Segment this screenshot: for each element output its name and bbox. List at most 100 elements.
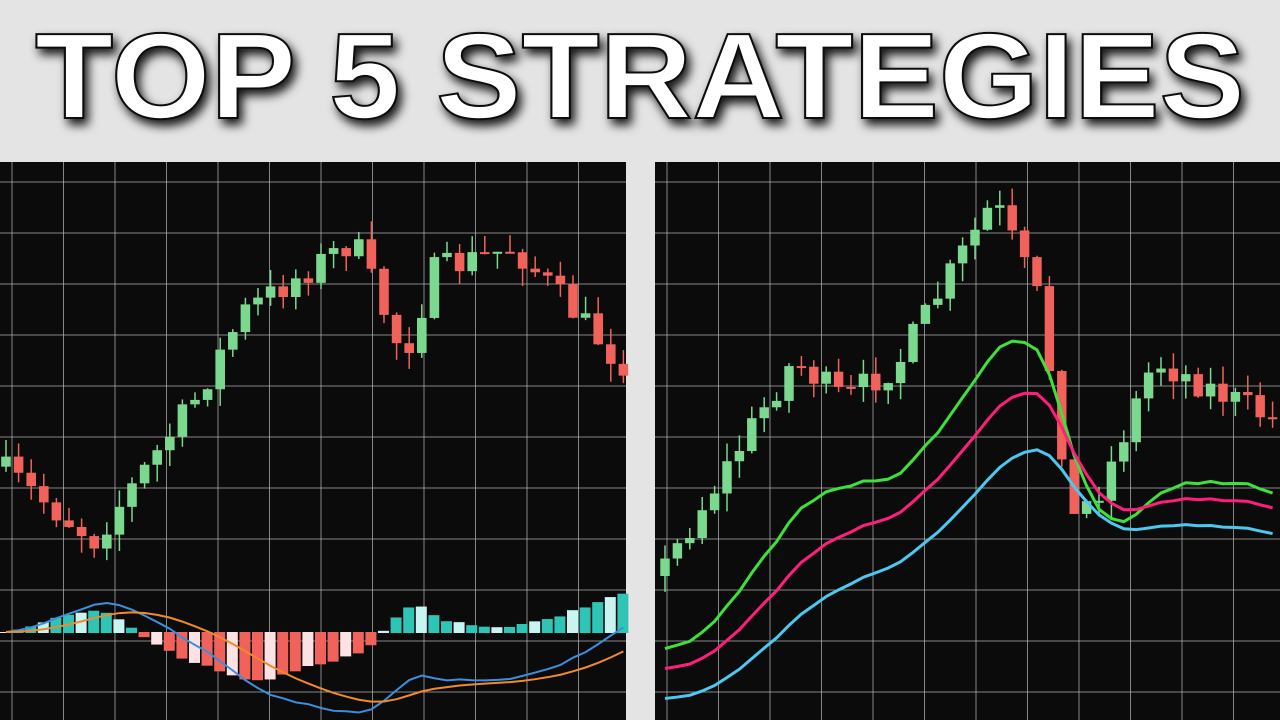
candle-body <box>846 386 856 389</box>
histogram-bar <box>151 632 163 645</box>
candle-body <box>1267 417 1278 420</box>
histogram-bar <box>239 632 251 680</box>
histogram-bar <box>126 627 137 633</box>
histogram-bar <box>579 607 591 633</box>
histogram-bar <box>75 612 87 633</box>
candle-body <box>685 538 695 544</box>
histogram-bar <box>541 619 553 633</box>
candle-body <box>1094 500 1104 503</box>
candle-body <box>672 543 683 559</box>
candle-body <box>253 297 263 305</box>
candle-body <box>366 239 377 269</box>
candle-body <box>660 558 670 576</box>
histogram-bar <box>415 606 427 633</box>
candle-body <box>871 373 881 391</box>
candle-body <box>1156 368 1166 373</box>
candle-body <box>165 436 175 451</box>
candle-body <box>228 332 238 350</box>
candle-body <box>606 344 616 364</box>
histogram-bar <box>365 632 377 646</box>
histogram-bar <box>0 632 11 633</box>
candle-body <box>568 284 578 318</box>
histogram-bar <box>277 632 289 675</box>
histogram-bar <box>50 617 62 633</box>
panel-bg <box>655 162 1280 720</box>
histogram-bar <box>252 632 263 681</box>
candle-body <box>417 317 427 353</box>
candle-body <box>543 272 553 276</box>
candle-body <box>957 245 968 264</box>
candle-body <box>316 253 326 283</box>
histogram-bar <box>466 625 478 633</box>
histogram-bar <box>176 632 188 659</box>
moving-average-slow <box>664 448 1273 701</box>
candle-body <box>580 313 591 318</box>
candle-body <box>240 304 251 333</box>
candle-body <box>796 366 807 369</box>
candle-body <box>970 229 980 246</box>
histogram-bar <box>352 632 364 654</box>
candle-body <box>1230 392 1241 402</box>
candle-body <box>76 526 87 537</box>
candle-body <box>1131 398 1141 443</box>
candle-body <box>102 534 112 549</box>
candle-body <box>177 404 188 437</box>
header-band <box>0 0 1280 160</box>
histogram-bar <box>617 593 629 633</box>
histogram-bar <box>390 617 402 633</box>
right-chart-panel <box>655 162 1280 720</box>
candle-body <box>391 314 402 344</box>
title: TOP 5 STRATEGIES <box>35 8 1245 144</box>
candle-body <box>202 389 213 400</box>
candle-body <box>139 464 150 484</box>
candle-body <box>127 483 137 507</box>
histogram-bar <box>264 632 276 680</box>
candle-body <box>747 418 757 452</box>
candle-body <box>26 472 36 487</box>
candle-body <box>734 451 745 462</box>
histogram-bar <box>453 622 465 633</box>
histogram-bar <box>567 610 578 633</box>
candle-body <box>530 268 540 273</box>
candle-body <box>1143 372 1154 399</box>
candle-body <box>1106 461 1117 501</box>
candle-body <box>982 207 993 230</box>
candle-body <box>1032 257 1042 287</box>
candle-body <box>1218 383 1228 402</box>
candle-body <box>190 399 200 405</box>
histogram-bar <box>189 632 200 663</box>
candle-body <box>152 450 162 465</box>
candle-body <box>908 323 918 362</box>
candle-body <box>278 286 288 298</box>
candle-body <box>771 400 782 408</box>
candle-body <box>555 275 566 285</box>
histogram-bar <box>113 619 125 633</box>
candle-body <box>303 278 314 283</box>
candle-body <box>759 407 769 419</box>
histogram-bar <box>604 597 616 633</box>
candle-body <box>1044 286 1055 372</box>
histogram-bar <box>378 630 389 633</box>
candle-body <box>1019 230 1030 258</box>
histogram-bar <box>491 627 503 633</box>
histogram-bar <box>201 632 213 666</box>
candle-body <box>379 268 389 315</box>
histogram-bar <box>516 624 528 633</box>
candle-body <box>354 239 364 257</box>
histogram-bar <box>302 632 314 667</box>
histogram-bar <box>37 622 49 633</box>
candle-body <box>291 278 301 298</box>
signal-line <box>5 611 624 703</box>
candle-body <box>821 371 831 384</box>
candle-body <box>920 304 931 324</box>
candle-body <box>1193 374 1203 397</box>
candle-body <box>505 251 515 254</box>
candle-body <box>341 248 351 257</box>
moving-average-fast <box>664 339 1274 650</box>
candle-body <box>1119 442 1129 462</box>
histogram-bar <box>504 626 515 633</box>
candle-body <box>618 363 629 376</box>
candle-body <box>697 510 707 539</box>
histogram-bar <box>340 632 352 657</box>
histogram-bar <box>403 607 415 633</box>
